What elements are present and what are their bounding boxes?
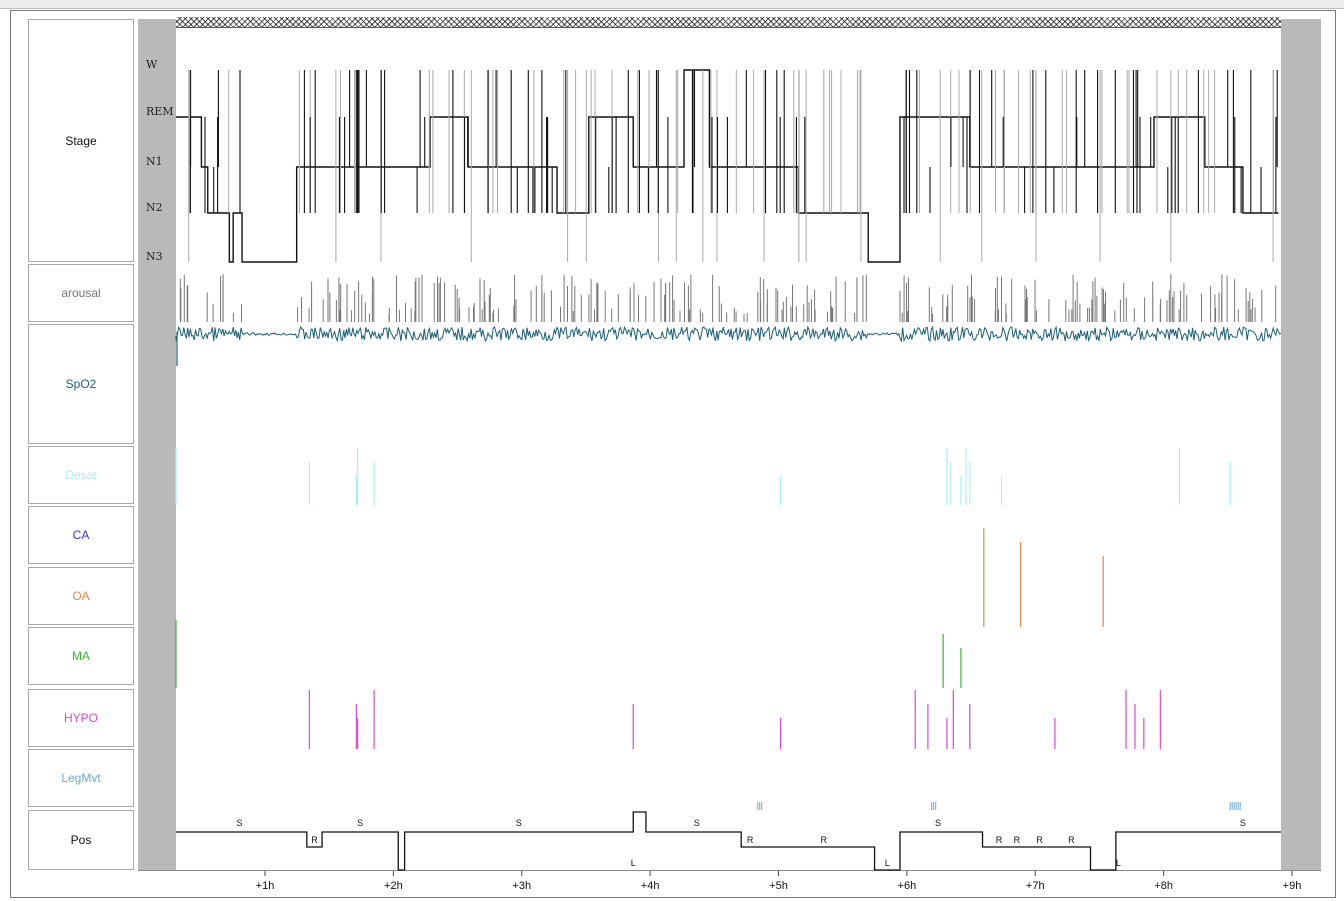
x-tick-label-3: +4h: [641, 880, 660, 892]
position-label-7: R: [747, 835, 754, 845]
track-label-oa: OA: [28, 567, 134, 625]
x-tick-label-7: +8h: [1154, 880, 1173, 892]
position-label-11: R: [1068, 835, 1075, 845]
position-trace: [176, 811, 1281, 871]
stage-alt-trace: [188, 70, 1275, 262]
position-label-2: S: [516, 818, 522, 828]
position-label-3: S: [694, 818, 700, 828]
position-label-10: R: [1036, 835, 1043, 845]
track-label-legmvt: LegMvt: [28, 749, 134, 807]
stage-level-label-rem: REM: [146, 105, 174, 118]
position-label-12: L: [631, 858, 636, 868]
x-tick-label-2: +3h: [512, 880, 531, 892]
stage-level-label-n3: N3: [146, 250, 163, 263]
stage-trace: [176, 69, 1279, 263]
position-label-0: S: [236, 818, 242, 828]
position-label-15: R: [996, 835, 1003, 845]
track-label-desat: Desat: [28, 446, 134, 504]
x-tick-label-0: +1h: [256, 880, 275, 892]
x-tick-label-5: +6h: [898, 880, 917, 892]
position-label-6: R: [311, 835, 318, 845]
position-label-1: S: [357, 818, 363, 828]
time-axis: [138, 870, 1321, 897]
arousal-spikes: [179, 274, 1277, 322]
top-toolbar-strip: [0, 0, 1344, 9]
track-label-pos: Pos: [28, 810, 134, 870]
track-label-spo2: SpO2: [28, 324, 134, 444]
track-label-ca: CA: [28, 506, 134, 564]
spo2-trace: [175, 325, 1282, 343]
x-tick-label-4: +5h: [769, 880, 788, 892]
position-label-5: S: [1240, 818, 1246, 828]
x-tick-label-6: +7h: [1026, 880, 1045, 892]
stage-level-label-n1: N1: [146, 155, 163, 168]
x-tick-label-8: +9h: [1283, 880, 1302, 892]
position-label-8: R: [821, 835, 828, 845]
position-label-9: R: [1014, 835, 1021, 845]
x-tick-label-1: +2h: [384, 880, 403, 892]
stage-transitions: [189, 70, 1278, 213]
track-label-arousal: arousal: [28, 264, 134, 322]
track-label-ma: MA: [28, 627, 134, 685]
stage-level-label-n2: N2: [146, 201, 163, 214]
track-label-hypo: HYPO: [28, 689, 134, 747]
position-label-4: S: [935, 818, 941, 828]
position-label-13: L: [885, 858, 890, 868]
stage-axis-bar: [138, 19, 176, 870]
right-margin-bar: [1281, 19, 1321, 870]
position-label-14: L: [1116, 858, 1121, 868]
stage-level-label-w: W: [146, 58, 158, 71]
recording-timeline-hatch[interactable]: [176, 17, 1281, 28]
track-label-stage: Stage: [28, 19, 134, 262]
